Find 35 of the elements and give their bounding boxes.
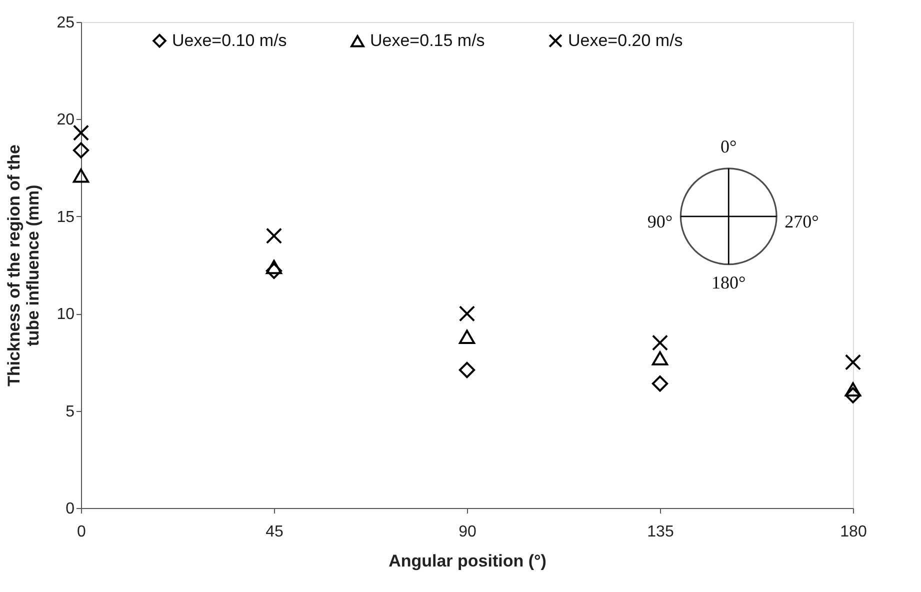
x-tick-label: 0 (77, 524, 86, 540)
y-tick-label: 5 (66, 403, 75, 420)
point (652, 334, 668, 351)
point (458, 330, 476, 344)
point (72, 168, 90, 183)
point (844, 382, 862, 397)
legend-label: Uexe=0.10 m/s (172, 30, 287, 50)
annotation: 90° (647, 211, 673, 232)
legend-label: Uexe=0.15 m/s (370, 31, 485, 50)
point (72, 124, 90, 141)
point (458, 362, 476, 378)
x-tick-label: 135 (647, 524, 674, 540)
annotation: 0° (720, 136, 737, 156)
point (652, 351, 668, 366)
x-axis-title: Angular position (°) (388, 552, 546, 570)
point (72, 142, 90, 158)
x-tick-label: 45 (266, 524, 284, 540)
point (844, 387, 862, 404)
y-tick-label: 10 (56, 306, 75, 324)
point (266, 262, 282, 279)
x-tick-label: 180 (840, 524, 867, 540)
x-tick-label: 90 (458, 524, 476, 540)
y-tick-label: 20 (56, 112, 75, 129)
point (458, 306, 476, 322)
point (266, 260, 282, 274)
point (652, 376, 668, 392)
y-tick-label: 15 (56, 208, 75, 226)
point (266, 228, 282, 244)
annotation: 270° (784, 211, 819, 232)
legend-label: Uexe=0.20 m/s (568, 30, 683, 50)
y-axis-title: Thickness of the region of the tube influence (mm) (4, 144, 43, 386)
y-tick-label: 0 (66, 500, 75, 518)
point (844, 354, 862, 370)
y-tick-label: 25 (56, 14, 75, 32)
annotation: 180° (712, 272, 746, 292)
